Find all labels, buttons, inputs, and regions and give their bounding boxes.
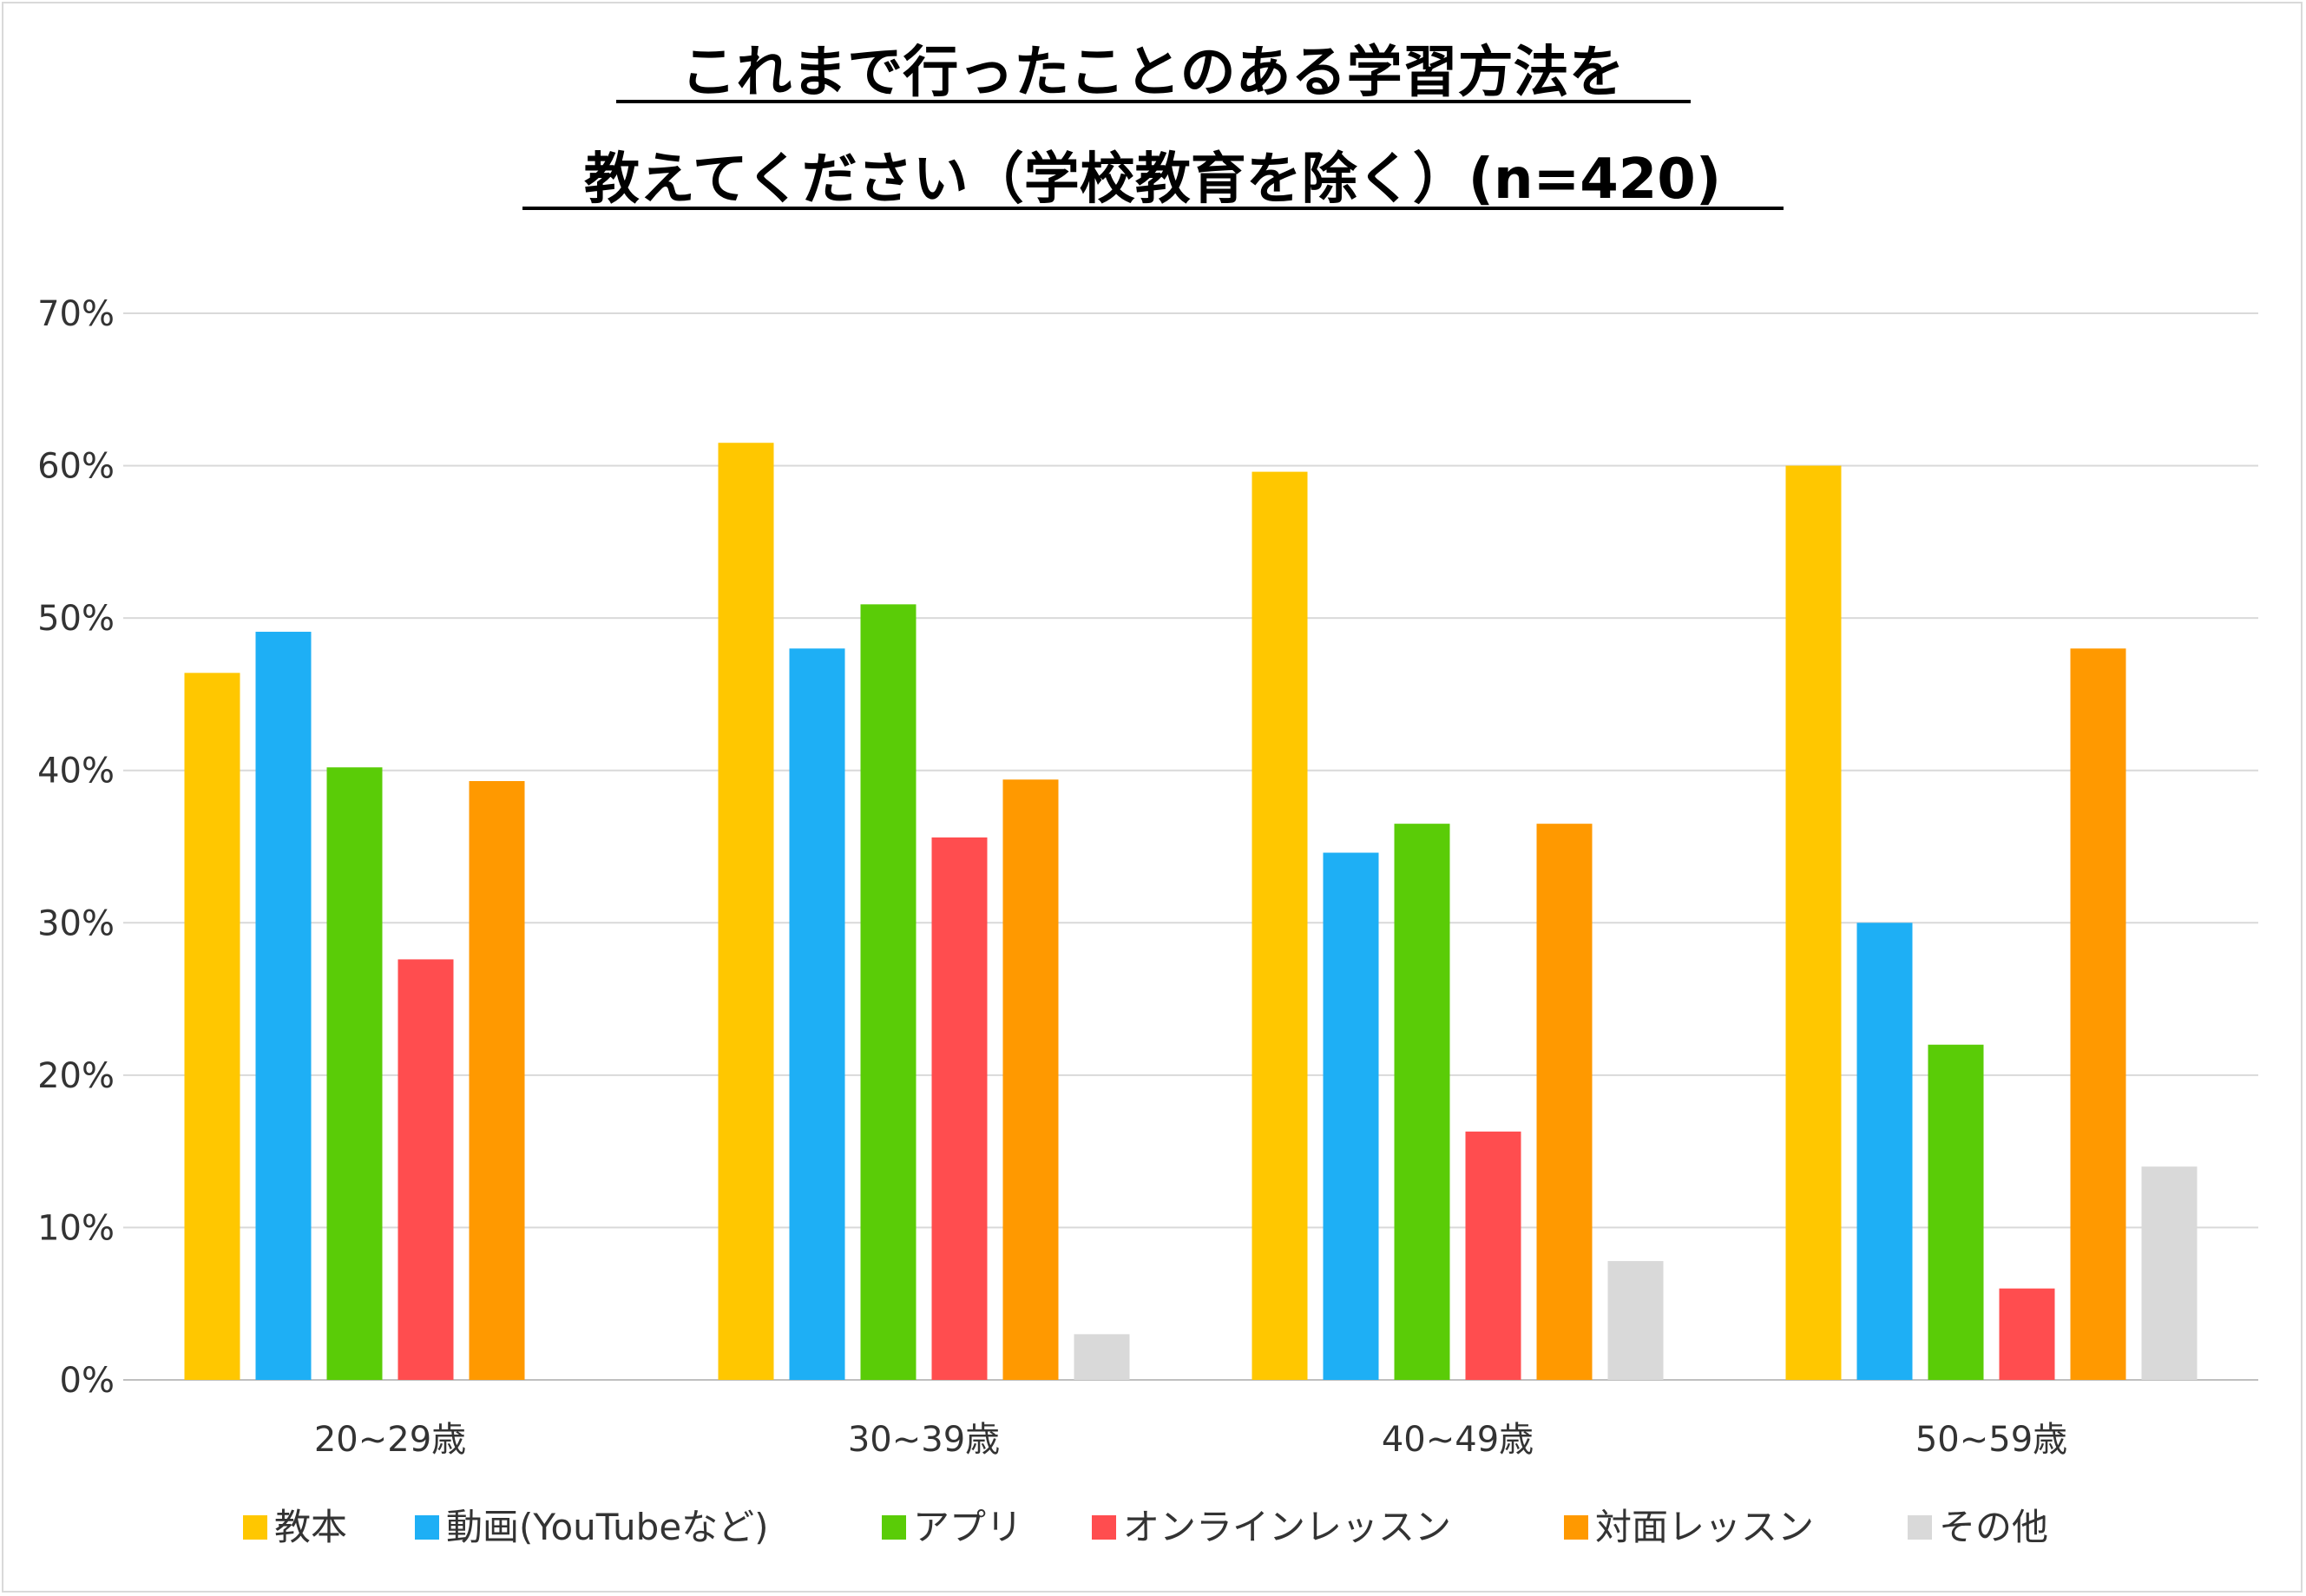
- legend-swatch: [415, 1515, 439, 1540]
- bar: [931, 837, 988, 1380]
- bar: [2070, 648, 2126, 1380]
- y-tick-label: 0%: [60, 1361, 115, 1401]
- legend-label: 動画(YouTubeなど): [446, 1506, 769, 1548]
- legend-label: その他: [1939, 1506, 2048, 1548]
- legend: 教本 動画(YouTubeなど) アプリ オンラインレッスン 対面レッスン その他: [243, 1506, 2048, 1548]
- y-tick-label: 40%: [37, 752, 115, 791]
- bar: [1394, 824, 1450, 1380]
- bar: [326, 767, 383, 1380]
- legend-label: オンラインレッスン: [1123, 1506, 1451, 1548]
- x-category-label: 20~29歳: [314, 1420, 466, 1460]
- bar: [2141, 1166, 2198, 1380]
- bar: [255, 631, 312, 1380]
- bar: [1607, 1261, 1664, 1380]
- bar: [1999, 1288, 2055, 1380]
- y-tick-label: 50%: [37, 599, 115, 639]
- legend-swatch: [882, 1515, 906, 1540]
- x-category-label: 30~39歳: [848, 1420, 1000, 1460]
- legend-label: アプリ: [913, 1506, 1022, 1548]
- chart-title: これまで行ったことのある学習方法を 教えてください（学校教育を除く）(n=420…: [522, 41, 1784, 212]
- y-tick-label: 10%: [37, 1208, 115, 1248]
- bar: [1074, 1334, 1130, 1380]
- legend-swatch: [1092, 1515, 1116, 1540]
- y-tick-label: 70%: [37, 294, 115, 334]
- bar: [1536, 824, 1593, 1380]
- bar: [1002, 779, 1059, 1380]
- legend-swatch: [1908, 1515, 1932, 1540]
- bar: [718, 443, 774, 1380]
- y-tick-label: 30%: [37, 903, 115, 943]
- chart-title-line-1: これまで行ったことのある学習方法を: [680, 41, 1624, 105]
- bar: [1465, 1131, 1521, 1380]
- bar: [469, 781, 525, 1380]
- x-category-label: 40~49歳: [1382, 1420, 1534, 1460]
- bar: [184, 673, 240, 1380]
- bar: [860, 604, 916, 1380]
- bar: [1785, 465, 1842, 1380]
- legend-swatch: [1564, 1515, 1588, 1540]
- y-tick-label: 20%: [37, 1056, 115, 1096]
- chart-title-line-2: 教えてください（学校教育を除く）(n=420): [584, 148, 1721, 212]
- legend-label: 対面レッスン: [1595, 1506, 1814, 1548]
- x-category-label: 50~59歳: [1915, 1420, 2067, 1460]
- bar: [789, 648, 845, 1380]
- bar: [1252, 471, 1308, 1381]
- bar: [1928, 1044, 1984, 1380]
- x-axis-categories: 20~29歳 30~39歳 40~49歳 50~59歳: [314, 1420, 2067, 1460]
- y-tick-label: 60%: [37, 447, 115, 487]
- bar: [1856, 923, 1913, 1380]
- legend-swatch: [243, 1515, 267, 1540]
- bar: [397, 959, 454, 1380]
- bar: [1323, 852, 1379, 1380]
- y-axis-ticks: 0% 10% 20% 30% 40% 50% 60% 70%: [37, 294, 115, 1401]
- bars: [184, 443, 2198, 1381]
- legend-label: 教本: [274, 1506, 347, 1548]
